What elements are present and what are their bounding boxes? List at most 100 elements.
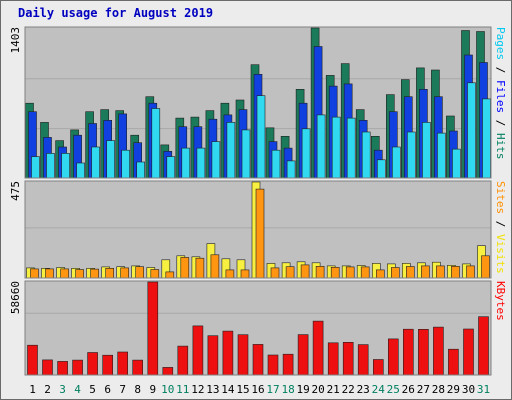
x-tick-label-day-18: 18 [281, 383, 294, 396]
bar-kbytes-day-15 [237, 334, 249, 376]
bar-pages-day-30 [467, 82, 476, 179]
legend-part: Hits [494, 133, 507, 160]
x-tick-label-day-15: 15 [236, 383, 249, 396]
x-tick-label-day-16: 16 [251, 383, 264, 396]
bar-kbytes-day-18 [282, 353, 294, 376]
bar-pages-day-14 [226, 122, 236, 179]
bar-sites-day-31 [481, 255, 490, 279]
bar-sites-day-17 [270, 267, 280, 279]
x-tick-label-day-21: 21 [327, 383, 340, 396]
series-legend-label: Pages / Files / Hits [494, 27, 507, 160]
bar-pages-day-21 [331, 116, 341, 179]
bar-pages-day-29 [452, 148, 461, 179]
y-axis-max-label: 58660 [9, 281, 22, 314]
bar-kbytes-day-29 [448, 348, 459, 376]
bar-sites-day-20 [315, 265, 325, 279]
x-tick-label-day-23: 23 [357, 383, 370, 396]
bar-sites-day-12 [195, 257, 205, 279]
bar-sites-day-13 [210, 254, 220, 279]
bar-pages-day-27 [422, 122, 431, 179]
bar-kbytes-day-17 [267, 354, 279, 376]
bar-kbytes-day-4 [72, 359, 83, 376]
x-tick-label-day-14: 14 [221, 383, 235, 396]
bar-pages-day-28 [437, 132, 446, 179]
bar-kbytes-day-20 [312, 320, 324, 376]
panel-border [24, 180, 492, 279]
bar-sites-day-19 [300, 264, 310, 279]
bar-pages-day-23 [361, 131, 371, 179]
bar-sites-day-3 [60, 268, 69, 279]
bar-pages-day-31 [482, 98, 491, 179]
x-tick-label-day-3: 3 [59, 383, 66, 396]
bar-pages-day-13 [211, 141, 221, 179]
legend-part: Pages [494, 27, 507, 60]
x-tick-label-day-2: 2 [44, 383, 51, 396]
bar-sites-day-14 [225, 269, 235, 279]
x-tick-label-day-29: 29 [447, 383, 460, 396]
bar-sites-day-24 [375, 269, 385, 279]
bar-sites-day-6 [105, 267, 114, 279]
bar-kbytes-day-7 [117, 351, 128, 376]
bar-kbytes-day-9 [147, 281, 159, 376]
x-tick-label-day-4: 4 [74, 383, 81, 396]
bar-sites-day-28 [436, 265, 445, 279]
bar-kbytes-day-13 [207, 335, 219, 376]
bar-kbytes-day-6 [102, 354, 113, 376]
bar-pages-day-1 [31, 156, 40, 179]
x-tick-label-day-28: 28 [432, 383, 445, 396]
bar-pages-day-24 [376, 159, 386, 179]
bar-pages-day-22 [346, 117, 356, 179]
bar-kbytes-day-1 [27, 344, 38, 376]
x-tick-label-day-13: 13 [206, 383, 219, 396]
legend-part: KBytes [494, 281, 507, 321]
series-legend-label: KBytes [494, 281, 507, 321]
bar-kbytes-day-16 [252, 344, 264, 376]
legend-part: Files [494, 80, 507, 113]
bar-kbytes-day-28 [433, 326, 444, 376]
panel-top: 1403 Pages / Files / Hits [9, 26, 507, 179]
x-tick-label-day-31: 31 [477, 383, 490, 396]
x-tick-label-day-17: 17 [266, 383, 279, 396]
bar-pages-day-8 [136, 161, 145, 179]
x-tick-label-day-11: 11 [176, 383, 189, 396]
x-tick-label-day-8: 8 [134, 383, 141, 396]
y-axis-max-label: 1403 [9, 27, 22, 54]
bar-kbytes-day-5 [87, 352, 98, 376]
panel-middle: 475 Sites / Visits [9, 180, 507, 279]
bar-sites-day-21 [330, 266, 340, 279]
x-axis-labels: 1 2 3 4 5 6 7 8 9 10 11 12 13 14 15 16 17 18 19 20 21 22 23 24 2… [29, 383, 490, 396]
bar-pages-day-18 [286, 160, 296, 179]
x-tick-label-day-9: 9 [149, 383, 156, 396]
bar-sites-day-8 [135, 266, 144, 279]
bar-kbytes-day-25 [387, 338, 399, 376]
panel-border [24, 26, 492, 179]
bar-sites-day-2 [45, 268, 54, 279]
x-tick-label-day-19: 19 [296, 383, 309, 396]
bar-kbytes-day-11 [177, 345, 189, 376]
bar-kbytes-day-24 [372, 359, 384, 376]
x-tick-label-day-27: 27 [417, 383, 430, 396]
bar-kbytes-day-14 [222, 330, 234, 376]
bar-kbytes-day-30 [463, 328, 474, 376]
bar-sites-day-29 [451, 265, 460, 279]
bar-sites-day-1 [30, 268, 39, 279]
bar-sites-day-5 [90, 268, 99, 279]
legend-part: / [494, 214, 507, 234]
bar-pages-day-26 [406, 131, 416, 179]
x-tick-label-day-30: 30 [462, 383, 475, 396]
panel-border [24, 280, 492, 376]
bar-pages-day-16 [256, 95, 266, 179]
bar-sites-day-30 [466, 265, 475, 279]
bar-sites-day-26 [405, 266, 415, 279]
x-tick-label-day-7: 7 [119, 383, 126, 396]
bar-kbytes-day-26 [402, 328, 414, 376]
y-axis-max-label: 475 [9, 181, 22, 201]
bar-pages-day-20 [316, 114, 326, 179]
bar-kbytes-day-12 [192, 325, 204, 376]
x-tick-label-day-22: 22 [342, 383, 355, 396]
x-tick-label-day-20: 20 [311, 383, 324, 396]
bar-sites-day-10 [165, 271, 175, 279]
bar-pages-day-7 [121, 149, 130, 179]
x-tick-label-day-5: 5 [89, 383, 96, 396]
